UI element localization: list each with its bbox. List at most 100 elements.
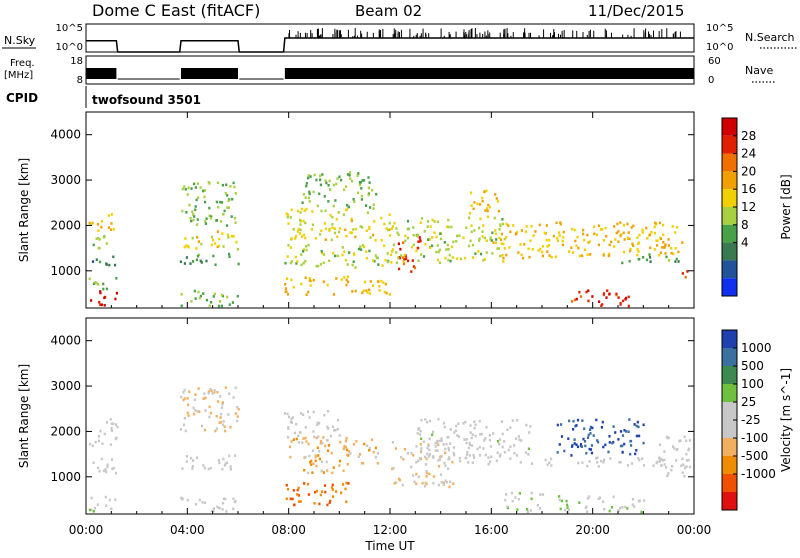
velocity-cell [331, 488, 334, 491]
velocity-cell [687, 458, 690, 462]
power-cell [554, 255, 557, 259]
velocity-cell [217, 459, 220, 462]
power-cell [286, 213, 289, 216]
power-cell [424, 242, 427, 246]
power-cell [402, 256, 405, 259]
power-cell [200, 242, 203, 246]
power-cell [672, 252, 675, 256]
power-cell [314, 237, 317, 240]
power-cell [390, 261, 393, 264]
power-cell [383, 244, 386, 248]
velocity-cell [184, 429, 187, 433]
velocity-cell [453, 431, 456, 434]
power-panel-frame [85, 111, 695, 309]
velocity-cell [573, 438, 576, 441]
velocity-cell [327, 427, 330, 430]
power-cell [185, 256, 188, 259]
velocity-cell [181, 498, 184, 501]
velocity-cell [213, 389, 216, 392]
power-cell [333, 231, 336, 235]
power-cell [234, 221, 237, 224]
velocity-cell [596, 460, 599, 464]
power-cell [365, 256, 368, 260]
power-cell [637, 250, 640, 253]
velocity-cell [296, 493, 299, 496]
power-cell [498, 228, 501, 231]
power-cell [307, 174, 310, 177]
power-cell [363, 245, 366, 249]
velocity-cell [314, 490, 317, 494]
velocity-cell [586, 497, 590, 500]
velocity-cell [221, 403, 224, 406]
power-cell [317, 264, 320, 268]
velocity-cell [445, 480, 448, 484]
power-cell [374, 239, 377, 242]
power-cell [287, 244, 290, 247]
power-cell [388, 234, 392, 237]
velocity-cell [672, 445, 675, 448]
power-cell [649, 246, 652, 250]
power-cell [335, 277, 338, 280]
y-tick-label: 3000 [50, 173, 81, 187]
velocity-cell [327, 410, 330, 413]
power-cell [233, 185, 236, 189]
velocity-cell [415, 445, 418, 448]
power-cell [498, 236, 501, 240]
power-cell [437, 250, 440, 254]
power-cell [681, 241, 684, 244]
velocity-cell [105, 504, 108, 507]
power-cell [98, 238, 101, 241]
velocity-cell [92, 461, 95, 465]
velocity-cell [219, 416, 222, 419]
power-cell [195, 198, 198, 202]
power-cell [230, 234, 233, 238]
power-cell [393, 221, 396, 225]
velocity-cell [637, 425, 640, 429]
power-cell [357, 247, 361, 251]
power-cell [485, 239, 488, 242]
power-cell [216, 245, 219, 249]
power-cell [103, 304, 106, 307]
velocity-cell [528, 431, 531, 434]
velocity-cell [589, 432, 592, 435]
velocity-cell [368, 449, 371, 452]
velocity-cell [315, 489, 318, 493]
velocity-cell [499, 453, 502, 456]
velocity-cell [188, 390, 191, 393]
velocity-cell [444, 464, 447, 467]
velocity-cell [417, 475, 420, 479]
power-cell [191, 210, 194, 213]
power-cell [296, 230, 299, 233]
power-cell [479, 203, 482, 206]
power-cell [237, 262, 240, 266]
power-cell [537, 249, 540, 252]
power-cell [322, 253, 326, 256]
power-cell [305, 184, 308, 188]
power-cell [94, 281, 97, 284]
power-cell [344, 259, 347, 262]
velocity-cell [214, 429, 217, 433]
power-cell [367, 193, 370, 197]
power-cell [102, 282, 105, 286]
cpid-program: twofsound 3501 [92, 93, 201, 107]
power-cell [225, 183, 228, 187]
power-cell [487, 203, 490, 207]
velocity-cell [586, 436, 590, 439]
power-cell [338, 230, 341, 234]
power-cell [222, 245, 225, 248]
power-cell [570, 227, 574, 231]
velocity-cell [303, 482, 306, 485]
velocity-cell [112, 422, 115, 425]
velocity-cell [234, 386, 237, 389]
velocity-cell [676, 448, 679, 451]
velocity-cell [629, 439, 632, 443]
power-cell [187, 186, 190, 190]
velocity-cell [219, 395, 222, 398]
power-cell [336, 177, 339, 180]
velocity-cell [326, 469, 329, 472]
power-cell [97, 283, 100, 286]
velocity-cell [469, 424, 472, 427]
colorbar-segment [722, 456, 737, 474]
velocity-cell [581, 461, 584, 464]
power-cell [662, 233, 665, 237]
